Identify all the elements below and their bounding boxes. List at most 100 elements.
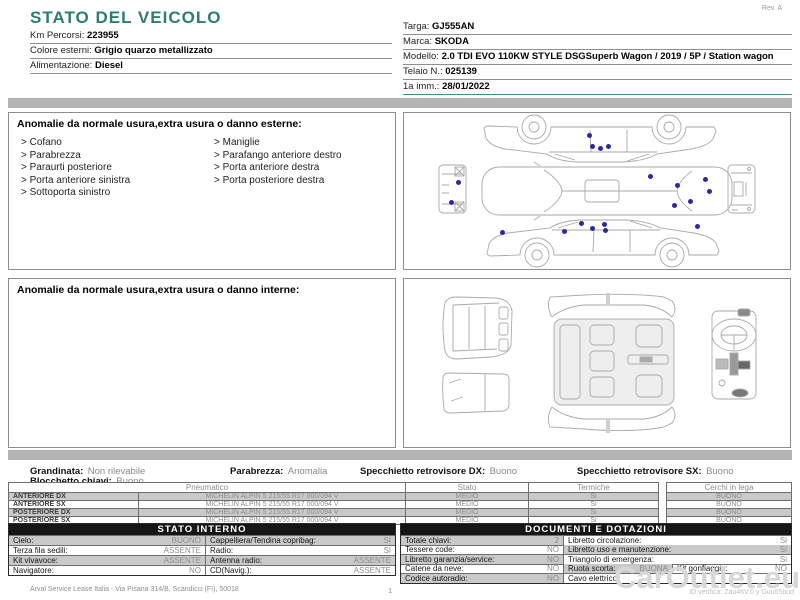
summary-value: Non rilevabile [87,466,146,477]
field-value: ASSENTE [353,556,391,565]
field-value: Si [779,545,787,555]
info-row-km: Km Percorsi: 223955 [30,29,392,44]
anomaly-item: > Parafango anteriore destro [214,149,342,161]
cerchi-table: Cerchi in lega BUONO BUONO BUONO BUONO [666,482,792,525]
cerchi-row: BUONO [666,500,792,509]
tyre-header-pneumatico: Pneumatico [8,482,406,493]
tyre-position: POSTERIORE DX [8,508,139,517]
summary-blocchetto: Blocchetto chiavi: Buono [30,471,144,489]
anomaly-item: > Porta anteriore destra [214,162,320,173]
exterior-car-diagram [438,114,756,268]
info-label: 1a imm.: [403,81,440,92]
tyre-row: ANTERIORE SX MICHELIN ALPIN 5 215/55 R17… [8,500,659,509]
tyre-position: ANTERIORE SX [8,500,139,509]
field-label: Ruota scorta: [568,564,616,574]
damage-dot [579,221,584,226]
stato-interno-row: Terza fila sedili: ASSENTE Radio: SI [9,545,395,555]
summary-specchietto-sx: Specchietto retrovisore SX: Buono [577,461,734,479]
stato-interno-row: Kit vivavoce: ASSENTE Antenna radio: ASSEN… [9,555,395,565]
stato-interno-header: STATO INTERNO [9,524,395,535]
column-divider [563,545,564,554]
tyre-spec: MICHELIN ALPIN 5 215/55 R17 000/094 V [138,500,406,509]
field-label: Navigatore: [13,566,54,575]
info-value: 025139 [445,66,477,77]
stato-cell: Kit vivavoce: ASSENTE [9,556,205,565]
damage-dot [590,144,595,149]
field-label: Totale chiavi: [405,535,452,545]
column-divider [563,574,564,583]
info-label: Targa: [403,21,430,32]
doc-cell: Libretto circolazione: Si [564,536,791,545]
info-value: Diesel [94,60,123,71]
field-value: SI [383,536,391,545]
anomaly-item: > Parabrezza [21,149,81,161]
damage-dot [648,174,653,179]
damage-dot [672,203,677,208]
vehicle-info-left: Km Percorsi: 223955 Colore esterni: Grig… [30,29,392,74]
anomaly-item: > Porta anteriore sinistra [21,174,131,186]
field-value: NO [775,564,787,574]
exterior-anomalies-title: Anomalie da normale usura,extra usura o … [17,118,302,130]
field-label: Cavo elettrico: [568,573,620,583]
info-value: SKODA [434,36,469,47]
info-value: 28/01/2022 [442,81,490,92]
doc-cell: Libretto uso e manutenzione: Si [564,545,791,555]
info-row-alimentazione: Alimentazione: Diesel [30,59,392,74]
field-value: NO [547,554,559,564]
documenti-table: DOCUMENTI E DOTAZIONI Totale chiavi: 2 Li… [400,523,792,584]
anomaly-item: > Maniglie [214,137,260,148]
tyre-stato: MEDIO [405,492,529,501]
stato-interno-row: Navigatore: NO CD(Navig.): ASSENTE [9,565,395,575]
summary-grandinata: Grandinata: Non rilevabile [30,461,145,479]
field-label: Libretto circolazione: [568,535,642,545]
column-divider [205,556,206,565]
field-value: NO [547,573,559,583]
field-label: Tessere code: [405,545,455,555]
field-label: CD(Navig.): [210,566,252,575]
anomaly-item: > Sottoporta sinistro [21,187,111,198]
section-divider-band [8,450,792,460]
tyre-row: ANTERIORE DX MICHELIN ALPIN 5 215/55 R17… [8,492,659,501]
stato-cell: CD(Navig.): ASSENTE [206,566,395,575]
tyre-termiche: Si [528,492,659,501]
field-value: Si [779,554,787,564]
field-label: Libretto uso e manutenzione: [568,545,672,555]
damage-dot [562,229,567,234]
info-label: Alimentazione: [30,60,93,71]
interior-anomalies-title: Anomalie da normale usura,extra usura o … [17,284,300,296]
summary-parabrezza: Parabrezza: Anomalia [230,461,327,479]
tyre-header-termiche: Termiche [528,482,659,493]
info-row-modello: Modello: 2.0 TDI EVO 110KW STYLE DSGSupe… [403,50,792,65]
damage-dot [500,230,505,235]
info-row-telaio: Telaio N.: 025139 [403,65,792,80]
doc-cell: Codice autoradio: NO [401,573,563,583]
field-value: Si [779,535,787,545]
info-row-targa: Targa: GJ555AN [403,20,792,35]
column-divider [563,536,564,545]
field-value: NO [547,564,559,574]
field-label: Codice autoradio: [405,573,468,583]
footer-company: Arval Service Lease Italia - Via Pisana … [30,586,239,593]
exterior-anomalies-col1: > Cofano > Parabrezza > Paraurti posteri… [21,137,130,200]
tyre-termiche: Si [528,508,659,517]
summary-label: Specchietto retrovisore DX: [360,466,486,477]
damage-dot [703,177,708,182]
cerchi-value: BUONO [666,500,792,509]
stato-cell: Radio: SI [206,546,395,555]
doc-cell: Triangolo di emergenza: Si [564,555,791,564]
info-label: Km Percorsi: [30,30,85,41]
damage-dot [606,144,611,149]
summary-label: Specchietto retrovisore SX: [577,466,702,477]
summary-label: Blocchetto chiavi: [30,476,112,487]
field-value: 2 [554,535,559,545]
cerchi-value: BUONO [666,508,792,517]
column-divider [563,555,564,564]
info-label: Telaio N.: [403,66,443,77]
documenti-header: DOCUMENTI E DOTAZIONI [401,524,791,535]
stato-cell: Cappelliera/Tendina copribag: SI [206,536,395,545]
field-label: Triangolo di emergenza: [568,554,654,564]
summary-specchietto-dx: Specchietto retrovisore DX: Buono [360,461,517,479]
column-divider [672,564,673,573]
damage-dot [598,146,603,151]
